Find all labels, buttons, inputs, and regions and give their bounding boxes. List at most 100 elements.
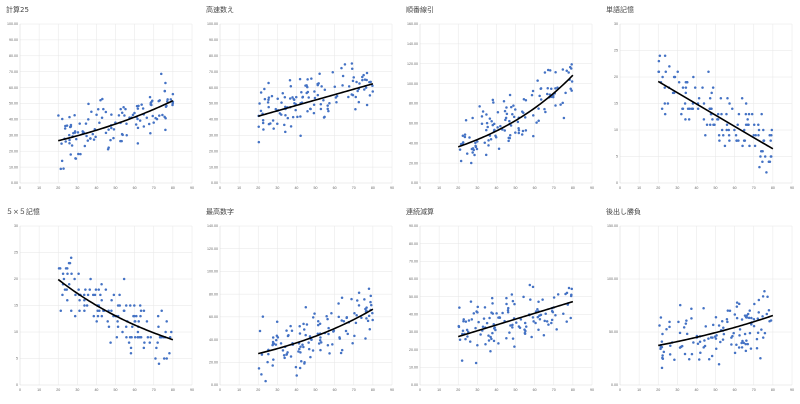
data-point <box>548 69 552 72</box>
data-point <box>728 139 731 142</box>
data-point <box>323 88 327 91</box>
data-point <box>755 337 759 341</box>
data-point <box>292 98 296 101</box>
data-point <box>280 101 283 104</box>
x-tick-label: 30 <box>475 186 479 190</box>
data-point <box>496 126 499 129</box>
chart-svg-3: 単語記憶 0 5 10 15 20 25 30 0 10 20 30 40 50 60 70 80 90 <box>606 5 794 190</box>
data-point <box>516 120 520 124</box>
data-point <box>320 85 323 88</box>
data-point <box>742 139 746 142</box>
chart-panel-7: 後出し勝負 0.00 50.00 100.00 150.00 0 10 20 30 40 50 60 7… <box>600 202 800 404</box>
data-point <box>291 96 294 99</box>
data-point <box>296 115 299 119</box>
chart-panel-1: 高速数え 0.00 10.00 20.00 30.00 40.00 50.00 60.00 70… <box>200 0 400 202</box>
data-point <box>487 339 491 342</box>
data-point <box>344 329 348 333</box>
data-point <box>61 293 64 297</box>
data-point <box>554 70 557 74</box>
data-point <box>369 80 372 84</box>
data-point <box>258 329 262 333</box>
data-point <box>747 316 751 320</box>
data-point <box>463 133 467 136</box>
data-point <box>257 367 261 370</box>
x-tick-label: 40 <box>494 388 498 392</box>
data-point <box>497 147 501 150</box>
data-point <box>107 325 111 328</box>
data-point <box>327 326 330 330</box>
data-point <box>299 134 302 138</box>
data-point <box>142 309 146 313</box>
data-point <box>94 135 97 139</box>
data-point <box>316 323 320 327</box>
data-point <box>309 355 312 359</box>
data-point <box>370 303 373 307</box>
data-point <box>123 114 126 117</box>
data-point <box>260 353 264 356</box>
data-point <box>135 104 139 108</box>
data-point <box>733 128 736 132</box>
data-point <box>334 96 338 99</box>
data-point <box>93 293 97 297</box>
data-point <box>302 345 305 349</box>
data-point <box>762 139 766 142</box>
y-tick-label: 0 <box>16 383 18 387</box>
data-point <box>63 288 67 291</box>
data-point <box>484 153 488 157</box>
data-point <box>171 92 175 96</box>
data-point <box>555 328 558 331</box>
data-point <box>733 351 737 355</box>
data-point <box>104 110 108 114</box>
data-point <box>138 336 142 339</box>
data-point <box>164 330 167 334</box>
data-point <box>715 334 718 337</box>
data-point <box>478 105 481 108</box>
data-point <box>717 362 721 366</box>
data-point <box>746 342 750 346</box>
x-tick-label: 0 <box>219 186 221 190</box>
data-point <box>100 283 103 286</box>
data-point <box>267 352 270 356</box>
y-tick-label: 30.00 <box>409 330 418 334</box>
y-tick-label: 100.00 <box>607 277 618 281</box>
data-point <box>166 100 169 103</box>
data-point <box>365 71 369 75</box>
data-point <box>274 343 278 346</box>
data-point <box>78 122 81 125</box>
data-point <box>562 312 565 316</box>
data-point <box>284 113 287 117</box>
data-point <box>485 128 488 132</box>
data-point <box>313 96 317 100</box>
data-point <box>85 304 89 307</box>
x-tick-label: 10 <box>37 186 41 190</box>
data-point <box>491 312 495 315</box>
y-tick-label: 10 <box>614 128 618 132</box>
data-point <box>369 294 373 298</box>
data-point <box>685 319 688 322</box>
data-point <box>766 295 769 298</box>
data-point <box>77 152 80 156</box>
data-point <box>371 90 374 93</box>
data-point <box>763 155 767 158</box>
data-point <box>89 277 92 281</box>
data-point <box>514 131 517 134</box>
data-point <box>357 291 361 294</box>
data-point <box>536 308 539 311</box>
y-tick-label: 60.00 <box>9 86 18 90</box>
data-point <box>116 325 120 328</box>
data-point <box>312 111 316 115</box>
y-tick-label: 10.00 <box>9 165 18 169</box>
chart-panel-0: 計算25 0.00 10.00 20.00 30.00 40.00 50.00 60.00 70… <box>0 0 200 202</box>
data-point <box>138 119 142 122</box>
data-point <box>326 343 330 347</box>
data-point <box>720 320 724 323</box>
data-point <box>708 123 712 126</box>
chart-title: ５×５記憶 <box>6 207 40 216</box>
y-tick-label: 20.00 <box>409 161 418 165</box>
data-point <box>703 339 706 342</box>
data-point <box>668 325 671 329</box>
data-point <box>319 336 322 339</box>
data-point <box>86 293 90 297</box>
data-point <box>522 295 525 299</box>
data-point <box>136 107 140 110</box>
